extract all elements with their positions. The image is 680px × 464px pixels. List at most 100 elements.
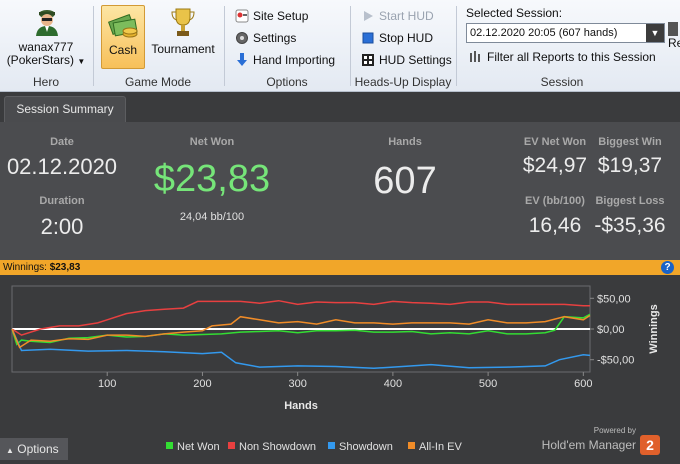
filter-reports-button[interactable]: Filter all Reports to this Session — [469, 47, 656, 67]
series-line-non-showdown — [11, 299, 590, 336]
series-line-showdown — [11, 328, 591, 370]
tab-session-summary[interactable]: Session Summary — [4, 96, 126, 122]
site-setup-icon — [235, 9, 249, 23]
stop-hud-label: Stop HUD — [379, 31, 434, 45]
options-group: Site Setup Settings Hand Importing Optio… — [225, 0, 349, 92]
hud-settings-label: HUD Settings — [379, 53, 452, 67]
session-extra-label: Re — [668, 36, 680, 50]
biggest-loss-label: Biggest Loss — [595, 195, 665, 207]
options-group-label: Options — [266, 75, 308, 89]
x-tick-label: 400 — [384, 378, 402, 390]
hud-grid-icon — [362, 54, 374, 66]
settings-button[interactable]: Settings — [235, 28, 296, 48]
ev-net-won-value: $24,97 — [522, 154, 588, 177]
brand-logo: Powered by Hold'em Manager 2 — [542, 426, 660, 455]
ev-bb100-value: 16,46 — [528, 214, 582, 237]
filter-icon — [470, 51, 480, 62]
session-group-label: Session — [540, 75, 584, 89]
cash-money-icon — [108, 13, 138, 38]
biggest-loss-value: -$35,36 — [594, 214, 666, 237]
hero-group[interactable]: wanax777 (PokerStars) ▼ Hero — [0, 0, 92, 92]
net-won-value: $23,83 — [153, 158, 271, 200]
y-tick-label: $50,00 — [597, 293, 631, 305]
ribbon-toolbar: wanax777 (PokerStars) ▼ Hero Cash — [0, 0, 680, 92]
divider — [224, 6, 225, 86]
dropdown-arrow-icon: ▼ — [77, 57, 86, 66]
legend-label-showdown: Showdown — [339, 441, 393, 453]
session-select-value: 02.12.2020 20:05 (607 hands) — [470, 27, 618, 39]
options-label: Options — [17, 442, 59, 456]
x-tick-label: 500 — [479, 378, 497, 390]
session-select[interactable]: 02.12.2020 20:05 (607 hands) ▼ — [466, 23, 665, 43]
hud-group-label: Heads-Up Display — [354, 75, 452, 89]
winnings-chart: 100 200 300 400 500 600 $50,00 $0,00 -$50,00 Hand… — [11, 285, 660, 453]
winnings-label: Winnings: — [3, 262, 47, 273]
legend-label-all-in-ev: All-In EV — [419, 441, 462, 453]
hero-site-selector[interactable]: (PokerStars) ▼ — [0, 53, 92, 67]
legend-label-non-showdown: Non Showdown — [239, 441, 316, 453]
divider — [456, 6, 457, 86]
gear-icon — [236, 32, 248, 44]
legend-swatch-net-won — [166, 442, 173, 449]
brand-badge: 2 — [640, 435, 660, 455]
stop-icon — [362, 32, 374, 44]
hero-avatar-icon — [36, 10, 58, 36]
cash-button[interactable]: Cash — [101, 5, 145, 69]
divider — [93, 6, 94, 86]
tournament-label: Tournament — [151, 42, 215, 56]
site-setup-label: Site Setup — [253, 9, 309, 23]
tab-bar: Session Summary — [0, 92, 680, 122]
x-tick-label: 600 — [574, 378, 592, 390]
import-arrow-icon — [237, 53, 247, 66]
game-mode-group: Cash Tournament Game Mode — [94, 0, 222, 92]
hands-label: Hands — [388, 136, 422, 148]
brand-name: Hold'em Manager — [541, 438, 636, 452]
site-setup-button[interactable]: Site Setup — [235, 6, 308, 26]
hero-site: (PokerStars) — [6, 53, 75, 67]
hand-importing-label: Hand Importing — [253, 53, 336, 67]
trophy-icon — [171, 8, 195, 36]
series-line-all-in-ev — [11, 314, 591, 349]
cash-label: Cash — [108, 43, 137, 57]
y-axis-label: Winnings — [648, 304, 660, 353]
hand-importing-button[interactable]: Hand Importing — [235, 50, 335, 70]
biggest-win-label: Biggest Win — [598, 136, 662, 148]
date-value: 02.12.2020 — [6, 154, 118, 179]
hud-group: Start HUD Stop HUD HUD Settings Heads-Up… — [351, 0, 455, 92]
session-group: Selected Session: 02.12.2020 20:05 (607 … — [457, 0, 667, 92]
hero-group-label: Hero — [32, 75, 59, 89]
session-summary-panel: Date 02.12.2020 Duration 2:00 Net Won $2… — [0, 122, 680, 260]
options-toggle-button[interactable]: ▲ Options — [0, 438, 68, 460]
help-icon[interactable]: ? — [661, 261, 674, 274]
x-tick-label: 300 — [288, 378, 306, 390]
y-tick-label: $0,00 — [597, 324, 625, 336]
start-hud-button[interactable]: Start HUD — [361, 6, 434, 26]
winnings-bar: Winnings: $23,83 ? — [0, 260, 680, 275]
selected-session-title: Selected Session: — [466, 6, 563, 20]
options-caret-icon: ▲ — [6, 446, 14, 455]
legend-swatch-showdown — [328, 442, 335, 449]
net-won-label: Net Won — [189, 136, 235, 148]
winnings-value: $23,83 — [49, 262, 81, 273]
duration-label: Duration — [39, 195, 85, 207]
stop-hud-button[interactable]: Stop HUD — [361, 28, 433, 48]
dropdown-arrow-icon: ▼ — [646, 24, 664, 42]
x-tick-label: 200 — [193, 378, 211, 390]
filter-reports-label: Filter all Reports to this Session — [487, 50, 656, 64]
ev-bb100-label: EV (bb/100) — [525, 195, 585, 207]
hands-value: 607 — [373, 160, 437, 202]
date-label: Date — [50, 136, 74, 148]
divider — [350, 6, 351, 86]
tournament-button[interactable]: Tournament — [148, 5, 218, 69]
hud-settings-button[interactable]: HUD Settings — [361, 50, 452, 70]
ev-net-won-label: EV Net Won — [523, 136, 587, 148]
series-line-net-won — [11, 313, 591, 346]
session-extra-button[interactable]: Re — [668, 22, 680, 50]
y-tick-label: -$50,00 — [597, 355, 634, 367]
play-icon — [364, 11, 373, 21]
legend-swatch-non-showdown — [228, 442, 235, 449]
duration-value: 2:00 — [40, 214, 84, 239]
legend-label-net-won: Net Won — [177, 441, 220, 453]
winnings-chart-area: 100 200 300 400 500 600 $50,00 $0,00 -$50,00 Hand… — [0, 275, 680, 464]
settings-label: Settings — [253, 31, 297, 45]
